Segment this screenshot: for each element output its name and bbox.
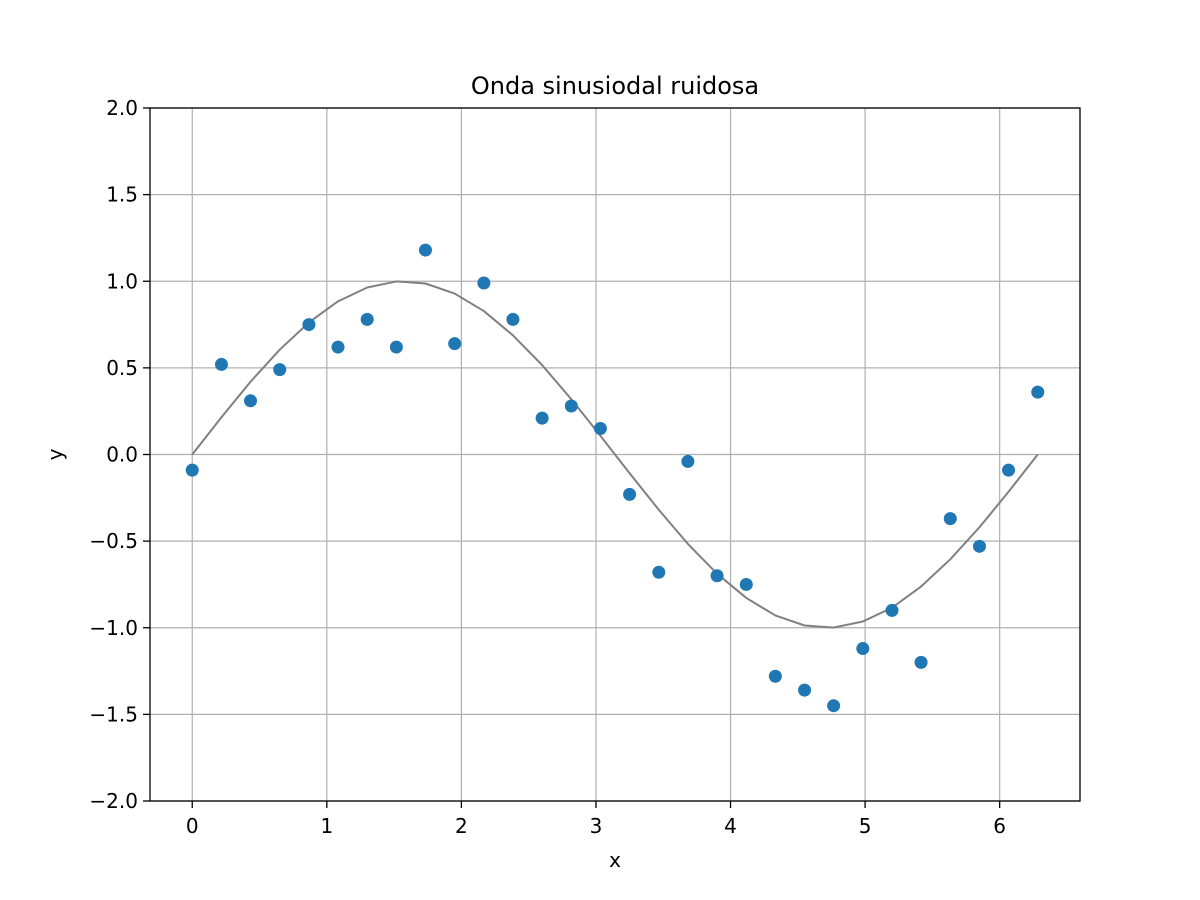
scatter-point — [943, 512, 957, 526]
y-tick-label: −1.0 — [89, 616, 138, 640]
scatter-point — [710, 569, 724, 583]
scatter-point — [623, 487, 637, 501]
sine-line-series — [191, 280, 1039, 629]
scatter-point — [302, 318, 316, 332]
grid — [150, 107, 1080, 802]
scatter-point — [856, 642, 870, 656]
y-tick-label: −0.5 — [89, 529, 138, 553]
scatter-point — [535, 411, 549, 425]
series-line — [191, 280, 1039, 629]
x-tick-label: 4 — [724, 814, 737, 838]
scatter-point — [389, 340, 403, 354]
scatter-point — [477, 276, 491, 290]
scatter-point — [827, 699, 841, 713]
scatter-point — [972, 539, 986, 553]
scatter-point — [506, 312, 520, 326]
scatter-point — [1002, 463, 1016, 477]
scatter-point — [564, 399, 578, 413]
y-tick-label: −1.5 — [89, 702, 138, 726]
scatter-point — [1031, 385, 1045, 399]
scatter-point — [273, 363, 287, 377]
scatter-point — [331, 340, 345, 354]
y-axis-label: y — [43, 448, 67, 460]
scatter-point — [448, 337, 462, 351]
x-axis-label: x — [609, 848, 621, 872]
y-tick-label: 0.5 — [106, 356, 138, 380]
scatter-series — [185, 243, 1045, 713]
scatter-point — [681, 454, 695, 468]
scatter-point — [214, 357, 228, 371]
x-tick-label: 1 — [320, 814, 333, 838]
x-tick-label: 6 — [993, 814, 1006, 838]
scatter-point — [244, 394, 258, 408]
scatter-point — [739, 577, 753, 591]
x-tick-label: 5 — [859, 814, 872, 838]
scatter-point — [418, 243, 432, 257]
x-tick-label: 0 — [186, 814, 199, 838]
scatter-point — [185, 463, 199, 477]
scatter-point — [360, 312, 374, 326]
scatter-point — [885, 603, 899, 617]
y-tick-label: −2.0 — [89, 789, 138, 813]
chart-title: Onda sinusiodal ruidosa — [471, 72, 759, 100]
scatter-point — [593, 422, 607, 436]
y-tick-label: 1.5 — [106, 183, 138, 207]
x-tick-label: 3 — [590, 814, 603, 838]
scatter-point — [768, 669, 782, 683]
y-tick-label: 0.0 — [106, 443, 138, 467]
y-axis-ticks: −2.0 −1.5 −1.0 −0.5 0.0 0.5 1.0 1.5 2.0 — [89, 96, 150, 813]
x-axis-ticks: 0 1 2 3 4 5 6 — [186, 801, 1006, 838]
y-tick-label: 2.0 — [106, 96, 138, 120]
scatter-point — [798, 683, 812, 697]
x-tick-label: 2 — [455, 814, 468, 838]
scatter-point — [652, 565, 666, 579]
y-tick-label: 1.0 — [106, 269, 138, 293]
scatter-point — [914, 655, 928, 669]
